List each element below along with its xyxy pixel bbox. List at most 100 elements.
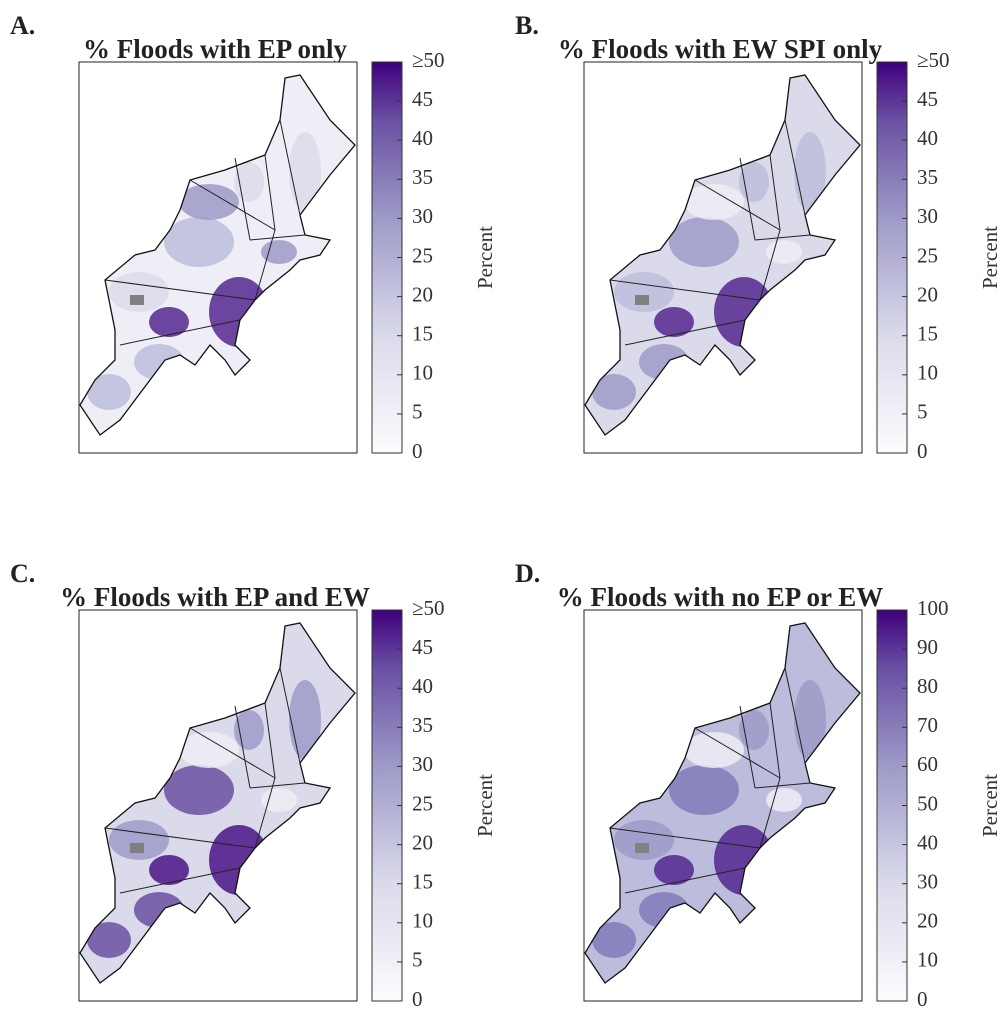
state-border	[119, 319, 241, 346]
colorbar-tick-label: 40	[412, 126, 433, 150]
map	[79, 622, 356, 984]
colorbar-tick-label: 5	[412, 948, 423, 972]
colorbar-tick-label: 45	[412, 87, 433, 111]
state-border	[119, 867, 241, 894]
panel-letter: A.	[10, 11, 35, 40]
state-border	[249, 234, 306, 241]
colorbar-tick-label: 45	[412, 635, 433, 659]
county-area	[234, 162, 264, 202]
panel-letter: B.	[515, 11, 539, 40]
colorbar-tick-label: 25	[917, 243, 938, 267]
colorbar-tick-label: 20	[917, 282, 938, 306]
panel-letter: C.	[10, 559, 35, 588]
county-area	[794, 132, 826, 212]
colorbar-tick-label: 60	[917, 752, 938, 776]
colorbar-tick-label: 80	[917, 674, 938, 698]
colorbar-tick-label: ≥50	[412, 596, 445, 620]
state-border	[624, 867, 746, 894]
colorbar-tick-label: 5	[917, 400, 928, 424]
colorbar-tick-label: 35	[412, 713, 433, 737]
colorbar-tick-label: 15	[412, 322, 433, 346]
colorbar-tick-label: 10	[412, 361, 433, 385]
colorbar-tick-label: 20	[412, 830, 433, 854]
panel-title: % Floods with EP and EW	[60, 582, 370, 612]
colorbar-label: Percent	[978, 774, 1002, 837]
state-border	[754, 234, 811, 241]
colorbar-tick-label: 90	[917, 635, 938, 659]
colorbar-label: Percent	[473, 226, 497, 289]
state-border	[189, 179, 276, 231]
colorbar-tick-label: 10	[917, 361, 938, 385]
colorbar-tick-label: ≥50	[412, 48, 445, 72]
colorbar-tick-label: 100	[917, 596, 949, 620]
state-border	[104, 827, 256, 849]
state-border	[249, 782, 306, 789]
county-area	[87, 374, 131, 410]
colorbar-tick-label: 20	[412, 282, 433, 306]
state-border	[189, 727, 276, 779]
colorbar-tick-label: 35	[917, 165, 938, 189]
panel: A. % Floods with EP only 0 5 10 15 20 25 30 35 40 4…	[10, 11, 497, 463]
colorbar-label: Percent	[978, 226, 1002, 289]
colorbar-tick-label: 45	[917, 87, 938, 111]
colorbar-tick-label: 40	[917, 126, 938, 150]
counties	[87, 680, 321, 958]
region-outline	[584, 622, 861, 984]
colorbar-tick-label: 70	[917, 713, 938, 737]
county-area	[614, 272, 674, 312]
county-area	[234, 710, 264, 750]
region-outline	[584, 74, 861, 436]
county-area	[289, 132, 321, 212]
colorbar-tick-label: 20	[917, 909, 938, 933]
state-border	[279, 119, 301, 216]
county-area	[164, 217, 234, 267]
county-area	[289, 680, 321, 760]
county-area	[592, 374, 636, 410]
colorbar-tick-label: 35	[412, 165, 433, 189]
panel-letter: D.	[515, 559, 540, 588]
colorbar-tick-label: 15	[412, 870, 433, 894]
county-area	[149, 307, 189, 337]
colorbar-tick-label: 30	[412, 204, 433, 228]
colorbar-tick-label: 10	[917, 948, 938, 972]
state-border	[609, 279, 761, 301]
state-border	[279, 667, 301, 764]
county-area	[654, 307, 694, 337]
county-area	[149, 855, 189, 885]
colorbar-tick-label: 0	[412, 987, 423, 1011]
colorbar-tick-label: 15	[917, 322, 938, 346]
colorbar-tick-label: 30	[917, 870, 938, 894]
colorbar-tick-label: ≥50	[917, 48, 950, 72]
no-data	[130, 295, 144, 305]
colorbar-tick-label: 25	[412, 791, 433, 815]
colorbar-tick-label: 0	[412, 439, 423, 463]
county-area	[592, 922, 636, 958]
colorbar-tick-label: 0	[917, 987, 928, 1011]
state-border	[694, 727, 781, 779]
state-border	[609, 827, 761, 849]
county-area	[179, 184, 239, 220]
colorbar-tick-label: 10	[412, 909, 433, 933]
state-border	[739, 705, 756, 789]
county-area	[684, 732, 744, 768]
county-area	[794, 680, 826, 760]
panel-title: % Floods with EW SPI only	[558, 34, 883, 64]
region-outline	[79, 74, 356, 436]
colorbar-tick-label: 5	[412, 400, 423, 424]
county-area	[87, 922, 131, 958]
colorbar-tick-label: 0	[917, 439, 928, 463]
county-area	[669, 217, 739, 267]
state-border	[234, 705, 251, 789]
county-area	[739, 162, 769, 202]
colorbar-tick-label: 25	[412, 243, 433, 267]
county-area	[654, 855, 694, 885]
state-border	[739, 157, 756, 241]
colorbar-tick-label: 50	[917, 791, 938, 815]
colorbar-tick-label: 40	[917, 830, 938, 854]
no-data	[635, 843, 649, 853]
state-border	[234, 157, 251, 241]
county-area	[684, 184, 744, 220]
state-border	[624, 319, 746, 346]
county-area	[109, 820, 169, 860]
